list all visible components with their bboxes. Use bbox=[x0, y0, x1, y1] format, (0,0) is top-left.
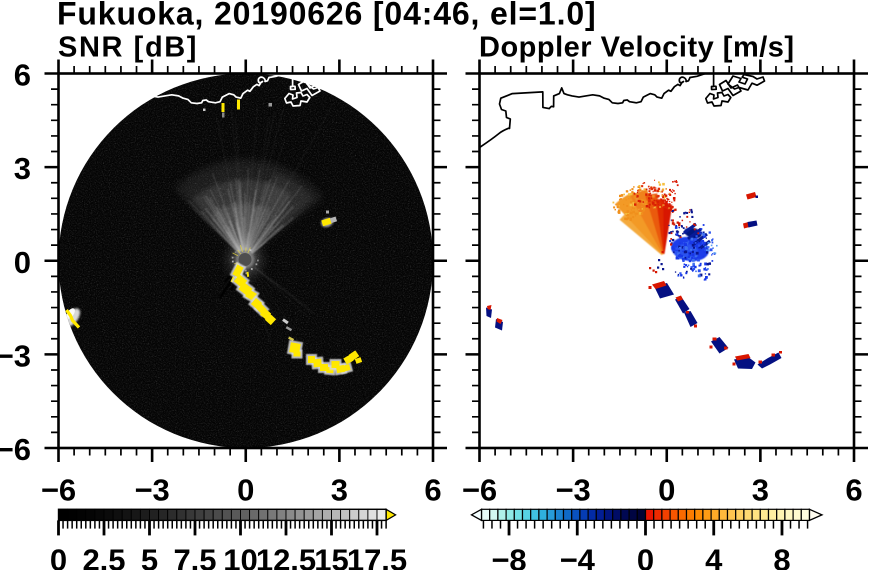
svg-text:0: 0 bbox=[658, 472, 675, 507]
svg-text:−3: −3 bbox=[0, 338, 31, 373]
svg-text:−6: −6 bbox=[41, 472, 76, 507]
svg-text:6: 6 bbox=[14, 58, 31, 93]
svg-text:12.5: 12.5 bbox=[256, 542, 316, 570]
svg-text:0: 0 bbox=[237, 472, 254, 507]
svg-text:4: 4 bbox=[705, 542, 723, 570]
svg-text:3: 3 bbox=[331, 472, 348, 507]
svg-text:2.5: 2.5 bbox=[82, 542, 125, 570]
svg-text:17.5: 17.5 bbox=[347, 542, 407, 570]
svg-text:15: 15 bbox=[314, 542, 348, 570]
svg-text:−3: −3 bbox=[134, 472, 169, 507]
svg-text:Doppler Velocity [m/s]: Doppler Velocity [m/s] bbox=[479, 32, 795, 64]
svg-text:0: 0 bbox=[50, 542, 67, 570]
svg-text:0: 0 bbox=[637, 542, 654, 570]
svg-text:−8: −8 bbox=[491, 542, 526, 570]
svg-text:5: 5 bbox=[141, 542, 158, 570]
svg-text:−4: −4 bbox=[560, 542, 596, 570]
svg-text:−6: −6 bbox=[462, 472, 497, 507]
svg-text:0: 0 bbox=[14, 245, 31, 280]
svg-text:Fukuoka, 20190626 [04:46, el=1: Fukuoka, 20190626 [04:46, el=1.0] bbox=[57, 0, 596, 32]
svg-text:3: 3 bbox=[14, 151, 31, 186]
svg-text:8: 8 bbox=[773, 542, 790, 570]
svg-text:3: 3 bbox=[752, 472, 769, 507]
svg-text:10: 10 bbox=[223, 542, 257, 570]
svg-text:6: 6 bbox=[845, 472, 862, 507]
svg-text:7.5: 7.5 bbox=[173, 542, 216, 570]
svg-text:6: 6 bbox=[424, 472, 441, 507]
svg-text:SNR [dB]: SNR [dB] bbox=[58, 32, 198, 64]
svg-text:−3: −3 bbox=[555, 472, 590, 507]
svg-text:−6: −6 bbox=[0, 432, 31, 467]
